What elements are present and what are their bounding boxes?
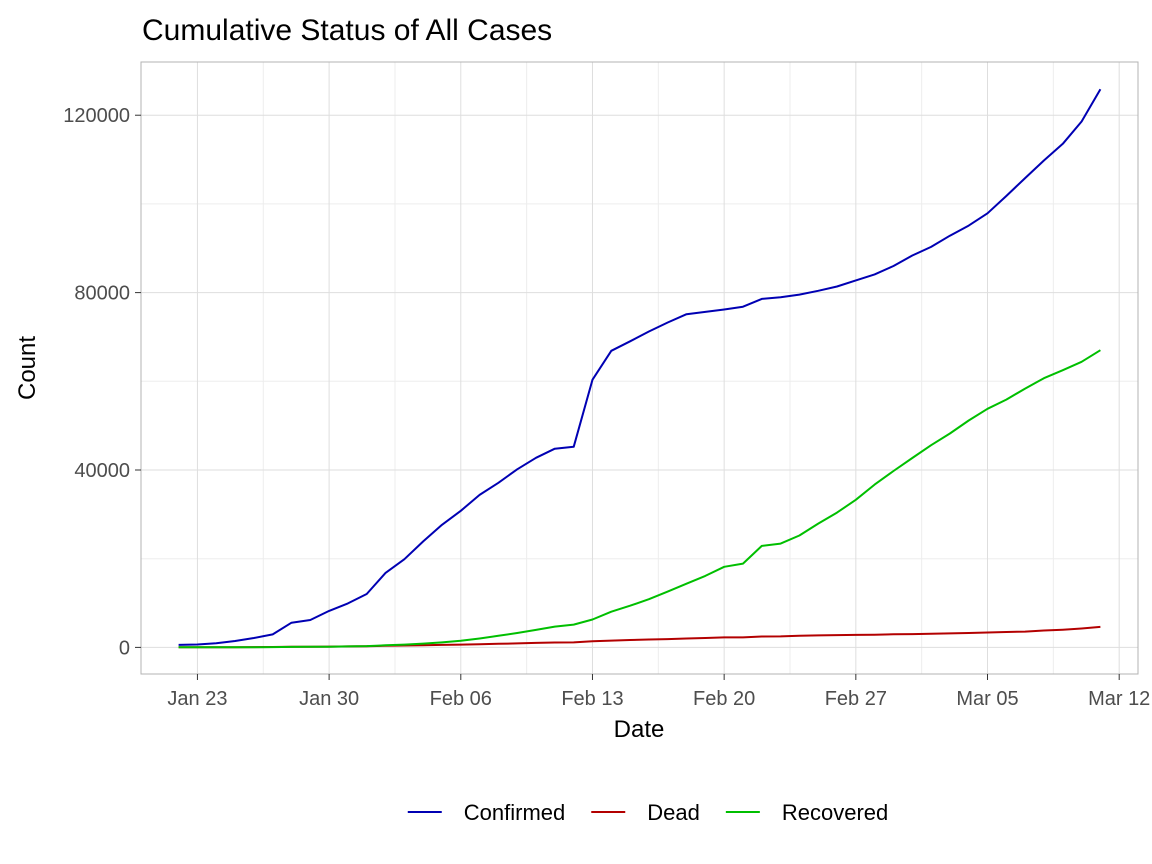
plot-panel-border <box>140 61 1139 675</box>
grid <box>141 62 1138 674</box>
y-tick-label: 80000 <box>74 283 130 305</box>
series-line-dead <box>178 625 1101 649</box>
series-lines <box>178 88 1102 649</box>
legend-item-dead: Dead <box>591 800 700 825</box>
x-tick-label: Feb 13 <box>561 688 623 710</box>
chart-title: Cumulative Status of All Cases <box>142 14 552 47</box>
x-tick-label: Jan 30 <box>299 688 359 710</box>
x-tick-label: Jan 23 <box>167 688 227 710</box>
y-axis-label: Count <box>14 336 41 400</box>
x-tick-label: Feb 06 <box>430 688 492 710</box>
legend-label: Recovered <box>782 800 888 825</box>
legend: Confirmed Dead Recovered <box>407 800 888 825</box>
y-tick-label: 0 <box>119 637 130 659</box>
x-axis-label: Date <box>614 716 665 743</box>
y-tick-label: 120000 <box>63 105 130 127</box>
legend-item-confirmed: Confirmed <box>407 800 565 825</box>
x-axis-ticks: Jan 23 Jan 30 Feb 06 Feb 13 Feb 20 Feb 27 Mar … <box>167 674 1150 710</box>
y-tick-label: 40000 <box>74 460 130 482</box>
series-line-recovered <box>178 349 1101 649</box>
legend-label: Dead <box>647 800 700 825</box>
y-axis-ticks: 0 40000 80000 120000 <box>63 105 141 659</box>
x-tick-label: Mar 12 <box>1088 688 1150 710</box>
x-tick-label: Feb 27 <box>825 688 887 710</box>
series-line-confirmed <box>178 88 1102 646</box>
legend-item-recovered: Recovered <box>725 800 888 825</box>
legend-label: Confirmed <box>464 800 565 825</box>
x-tick-label: Feb 20 <box>693 688 755 710</box>
x-tick-label: Mar 05 <box>956 688 1018 710</box>
